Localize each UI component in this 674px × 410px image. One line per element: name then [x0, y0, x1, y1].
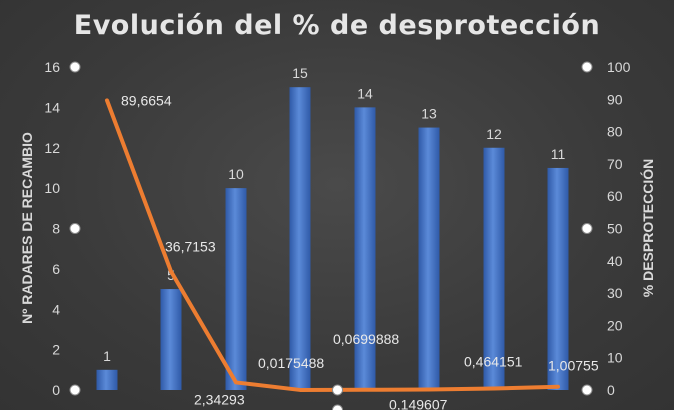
- bar: [483, 147, 505, 390]
- line-data-label: 2,34293: [194, 391, 245, 407]
- y-right-tick-label: 40: [607, 253, 623, 269]
- y-left-tick-label: 12: [44, 140, 60, 156]
- bar-data-label: 10: [228, 166, 244, 182]
- y-left-ticks: 0 2 4 6 8 10 12 14 16: [44, 59, 60, 398]
- bar-data-label: 14: [357, 85, 373, 101]
- y-right-axis-label: % DESPROTECCIÓN: [639, 159, 656, 297]
- bar-data-label: 11: [551, 146, 566, 162]
- bar: [96, 369, 118, 390]
- y-right-tick-label: 0: [607, 382, 615, 398]
- line-data-label: 0,149607: [389, 397, 448, 410]
- y-right-tick-label: 50: [607, 221, 623, 237]
- resize-handle[interactable]: [581, 223, 593, 234]
- bar-data-label: 12: [486, 126, 502, 142]
- resize-handle[interactable]: [69, 61, 81, 73]
- bar: [289, 87, 311, 390]
- bar-series: [96, 87, 569, 390]
- bar: [418, 127, 440, 390]
- y-right-tick-label: 100: [607, 59, 631, 75]
- line-data-label: 36,7153: [165, 238, 216, 254]
- y-right-tick-label: 10: [607, 350, 623, 366]
- y-left-tick-label: 0: [52, 382, 60, 398]
- resize-handle[interactable]: [69, 384, 81, 396]
- bar: [547, 167, 569, 390]
- resize-handle[interactable]: [332, 384, 343, 396]
- y-right-tick-label: 80: [607, 124, 623, 140]
- y-left-tick-label: 6: [52, 261, 60, 277]
- line-data-labels: 89,6654 36,7153 2,34293 0,0175488 0,0699888 0…: [121, 92, 599, 410]
- bar-data-label: 15: [292, 65, 308, 81]
- line-data-label: 1,00755: [548, 358, 599, 374]
- selection-handles: [69, 61, 593, 410]
- bar: [225, 188, 247, 390]
- y-right-ticks: 0 10 20 30 40 50 60 70 80 90 100: [607, 59, 631, 398]
- y-right-tick-label: 90: [607, 91, 623, 107]
- y-left-tick-label: 4: [52, 301, 60, 317]
- y-left-tick-label: 14: [44, 99, 60, 115]
- y-left-axis-label: Nº RADARES DE RECAMBIO: [19, 132, 35, 324]
- line-data-label: 89,6654: [121, 92, 172, 108]
- chart-title: Evolución del % de desprotección: [74, 10, 600, 41]
- line-data-label: 0,0175488: [258, 355, 324, 371]
- y-left-tick-label: 2: [52, 342, 60, 358]
- y-left-tick-label: 10: [44, 180, 60, 196]
- y-left-tick-label: 16: [44, 59, 60, 75]
- bar: [354, 107, 376, 390]
- y-left-tick-label: 8: [52, 221, 60, 237]
- bar: [160, 289, 182, 390]
- y-right-tick-label: 60: [607, 188, 623, 204]
- resize-handle[interactable]: [581, 61, 593, 73]
- resize-handle[interactable]: [69, 223, 81, 234]
- line-data-label: 0,0699888: [333, 331, 399, 347]
- line-data-label: 0,464151: [464, 354, 523, 370]
- y-right-tick-label: 70: [607, 156, 623, 172]
- bar-data-label: 13: [421, 106, 437, 122]
- y-right-tick-label: 20: [607, 317, 623, 333]
- resize-handle[interactable]: [332, 404, 343, 410]
- resize-handle[interactable]: [581, 384, 593, 396]
- y-right-tick-label: 30: [607, 285, 623, 301]
- bar-data-label: 1: [103, 348, 111, 364]
